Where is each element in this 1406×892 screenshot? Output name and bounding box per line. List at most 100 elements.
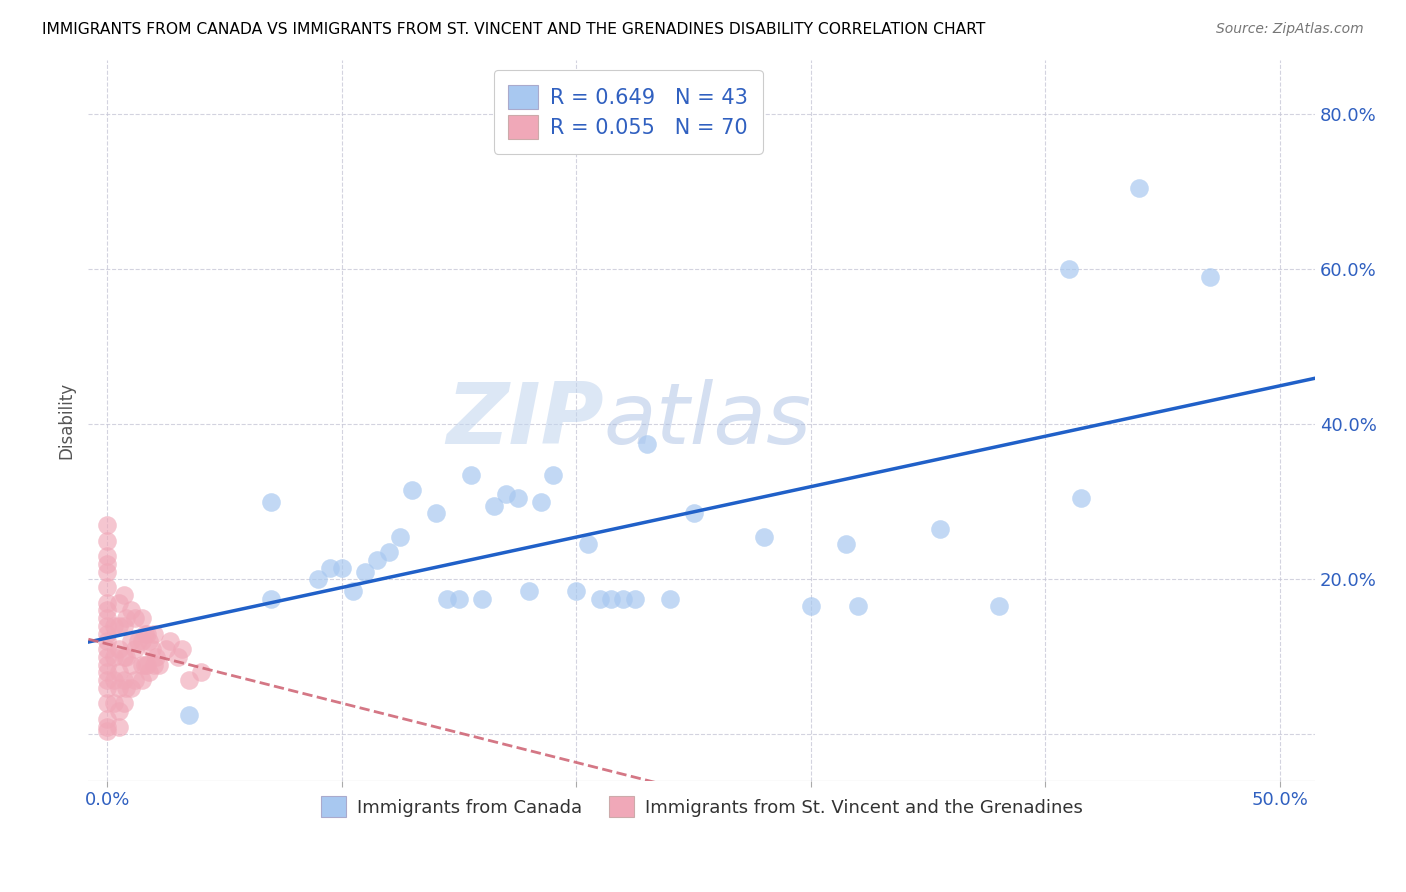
Point [134, 657, 156, 672]
Point [1057, 262, 1080, 277]
Point [835, 537, 858, 551]
Point [1070, 491, 1092, 505]
Point [260, 494, 283, 508]
Point [354, 565, 377, 579]
Point [482, 499, 505, 513]
Point [576, 537, 599, 551]
Point [134, 626, 156, 640]
Text: atlas: atlas [603, 379, 811, 462]
Point [928, 522, 950, 536]
Point [471, 591, 494, 606]
Point [506, 491, 529, 505]
Point [103, 673, 125, 688]
Point [96, 720, 118, 734]
Point [112, 588, 135, 602]
Point [96, 518, 118, 533]
Point [800, 599, 823, 614]
Point [145, 649, 167, 664]
Point [495, 487, 517, 501]
Point [636, 436, 658, 450]
Point [682, 507, 704, 521]
Point [143, 657, 166, 672]
Point [96, 681, 118, 695]
Point [138, 665, 160, 680]
Point [112, 649, 135, 664]
Point [120, 681, 142, 695]
Point [96, 533, 118, 548]
Point [131, 611, 153, 625]
Point [159, 634, 181, 648]
Point [624, 591, 647, 606]
Point [138, 634, 160, 648]
Point [319, 560, 342, 574]
Point [366, 553, 388, 567]
Point [112, 697, 135, 711]
Point [612, 591, 634, 606]
Point [120, 657, 142, 672]
Point [96, 557, 118, 571]
Point [96, 723, 118, 738]
Point [96, 565, 118, 579]
Point [120, 603, 142, 617]
Point [96, 657, 118, 672]
Point [589, 591, 612, 606]
Point [96, 619, 118, 633]
Point [108, 596, 131, 610]
Point [96, 549, 118, 563]
Point [108, 619, 131, 633]
Point [124, 642, 146, 657]
Point [124, 673, 146, 688]
Point [127, 634, 149, 648]
Point [112, 673, 135, 688]
Point [115, 649, 138, 664]
Point [179, 673, 201, 688]
Point [565, 583, 588, 598]
Point [96, 697, 118, 711]
Point [307, 572, 329, 586]
Point [131, 673, 153, 688]
Point [436, 591, 458, 606]
Point [166, 649, 188, 664]
Point [96, 611, 118, 625]
Point [96, 673, 118, 688]
Point [124, 611, 146, 625]
Point [377, 545, 399, 559]
Point [190, 665, 212, 680]
Point [179, 708, 201, 723]
Point [131, 657, 153, 672]
Point [108, 681, 131, 695]
Point [600, 591, 623, 606]
Text: IMMIGRANTS FROM CANADA VS IMMIGRANTS FROM ST. VINCENT AND THE GRENADINES DISABIL: IMMIGRANTS FROM CANADA VS IMMIGRANTS FRO… [42, 22, 986, 37]
Point [115, 611, 138, 625]
Point [330, 560, 353, 574]
Point [659, 591, 682, 606]
Point [541, 467, 564, 482]
Point [342, 583, 364, 598]
Point [131, 634, 153, 648]
Point [141, 642, 163, 657]
Point [425, 507, 447, 521]
Point [401, 483, 423, 497]
Point [96, 596, 118, 610]
Point [143, 626, 166, 640]
Point [136, 626, 159, 640]
Point [460, 467, 482, 482]
Point [96, 712, 118, 726]
Point [155, 642, 177, 657]
Legend: Immigrants from Canada, Immigrants from St. Vincent and the Grenadines: Immigrants from Canada, Immigrants from … [312, 787, 1092, 826]
Point [136, 657, 159, 672]
Point [987, 599, 1010, 614]
Point [96, 626, 118, 640]
Point [96, 665, 118, 680]
Point [103, 697, 125, 711]
Point [447, 591, 470, 606]
Point [519, 583, 541, 598]
Point [96, 634, 118, 648]
Point [1128, 180, 1150, 194]
Point [115, 681, 138, 695]
Point [260, 591, 283, 606]
Point [120, 634, 142, 648]
Point [103, 619, 125, 633]
Point [752, 530, 775, 544]
Point [108, 665, 131, 680]
